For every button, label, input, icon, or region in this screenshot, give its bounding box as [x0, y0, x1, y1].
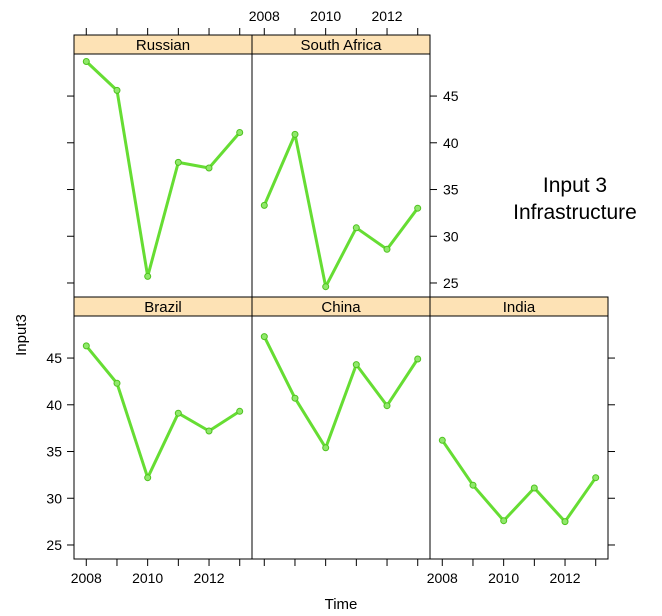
data-point [291, 130, 299, 138]
panel-brazil: Brazil [73, 296, 253, 560]
x-tick-label: 2012 [549, 570, 580, 586]
data-point [113, 379, 121, 387]
panel-frame [429, 315, 609, 560]
data-point [383, 245, 391, 253]
y-tick-label: 40 [443, 135, 459, 151]
data-point [205, 164, 213, 172]
data-point [561, 518, 569, 526]
panel-frame [73, 315, 253, 560]
panels-layer: Russian South Africa Brazil China India [73, 34, 609, 560]
chart-annotation: Input 3 Infrastructure [490, 172, 660, 226]
data-point [414, 355, 422, 363]
data-point [82, 58, 90, 65]
data-point [383, 402, 391, 410]
data-point [236, 129, 244, 136]
data-point [82, 342, 90, 350]
data-point [414, 204, 422, 212]
data-point [438, 436, 446, 444]
data-point [260, 201, 268, 209]
x-tick-label: 2008 [249, 8, 280, 24]
y-tick-label: 25 [46, 537, 62, 553]
series-line [85, 60, 241, 278]
y-tick-label: 30 [46, 490, 62, 506]
y-tick-label: 45 [443, 88, 459, 104]
y-tick-label: 45 [46, 350, 62, 366]
panel-south-africa: South Africa [251, 34, 431, 298]
x-tick-label: 2008 [427, 570, 458, 586]
annotation-line-2: Infrastructure [513, 201, 637, 224]
data-point [144, 272, 152, 280]
x-tick-label: 2010 [488, 570, 519, 586]
data-point [469, 481, 477, 489]
panel-strip-label: India [503, 299, 536, 316]
series-line [85, 344, 241, 480]
series-line [262, 335, 419, 450]
x-axis-label: Time [325, 596, 358, 613]
y-tick-label: 25 [443, 275, 459, 291]
data-point [236, 407, 244, 415]
data-point [352, 361, 360, 369]
panel-strip-label: China [321, 299, 361, 316]
data-point [500, 517, 508, 525]
x-tick-label: 2012 [193, 570, 224, 586]
y-tick-label: 35 [46, 444, 62, 460]
y-tick-label: 35 [443, 182, 459, 198]
data-point [322, 444, 330, 452]
series-line [441, 439, 597, 524]
data-point [113, 86, 121, 94]
data-point [205, 427, 213, 435]
y-tick-label: 40 [46, 397, 62, 413]
y-axis-label: Input3 [13, 314, 30, 356]
x-tick-label: 2010 [132, 570, 163, 586]
data-point [144, 474, 152, 482]
data-point [174, 158, 182, 166]
panel-strip-label: Russian [136, 37, 190, 54]
x-tick-label: 2008 [71, 570, 102, 586]
panel-strip-label: South Africa [301, 37, 383, 54]
data-point [322, 283, 330, 291]
panel-china: China [251, 296, 431, 560]
panel-frame [73, 53, 253, 298]
panel-strip-label: Brazil [144, 299, 182, 316]
annotation-line-1: Input 3 [542, 174, 608, 197]
panel-india: India [429, 296, 609, 560]
panel-russian: Russian [73, 34, 253, 298]
x-tick-label: 2012 [371, 8, 402, 24]
panel-frame [251, 315, 431, 560]
data-point [260, 333, 268, 341]
y-tick-label: 30 [443, 228, 459, 244]
data-point [530, 484, 538, 492]
data-point [592, 474, 600, 482]
data-point [352, 224, 360, 232]
x-tick-label: 2010 [310, 8, 341, 24]
data-point [291, 394, 299, 402]
data-point [174, 409, 182, 417]
series-line [262, 132, 419, 289]
axes-layer: 2008 2010 2012 2008 2010 2012 2008 2010 2012 25 25… [46, 8, 615, 586]
